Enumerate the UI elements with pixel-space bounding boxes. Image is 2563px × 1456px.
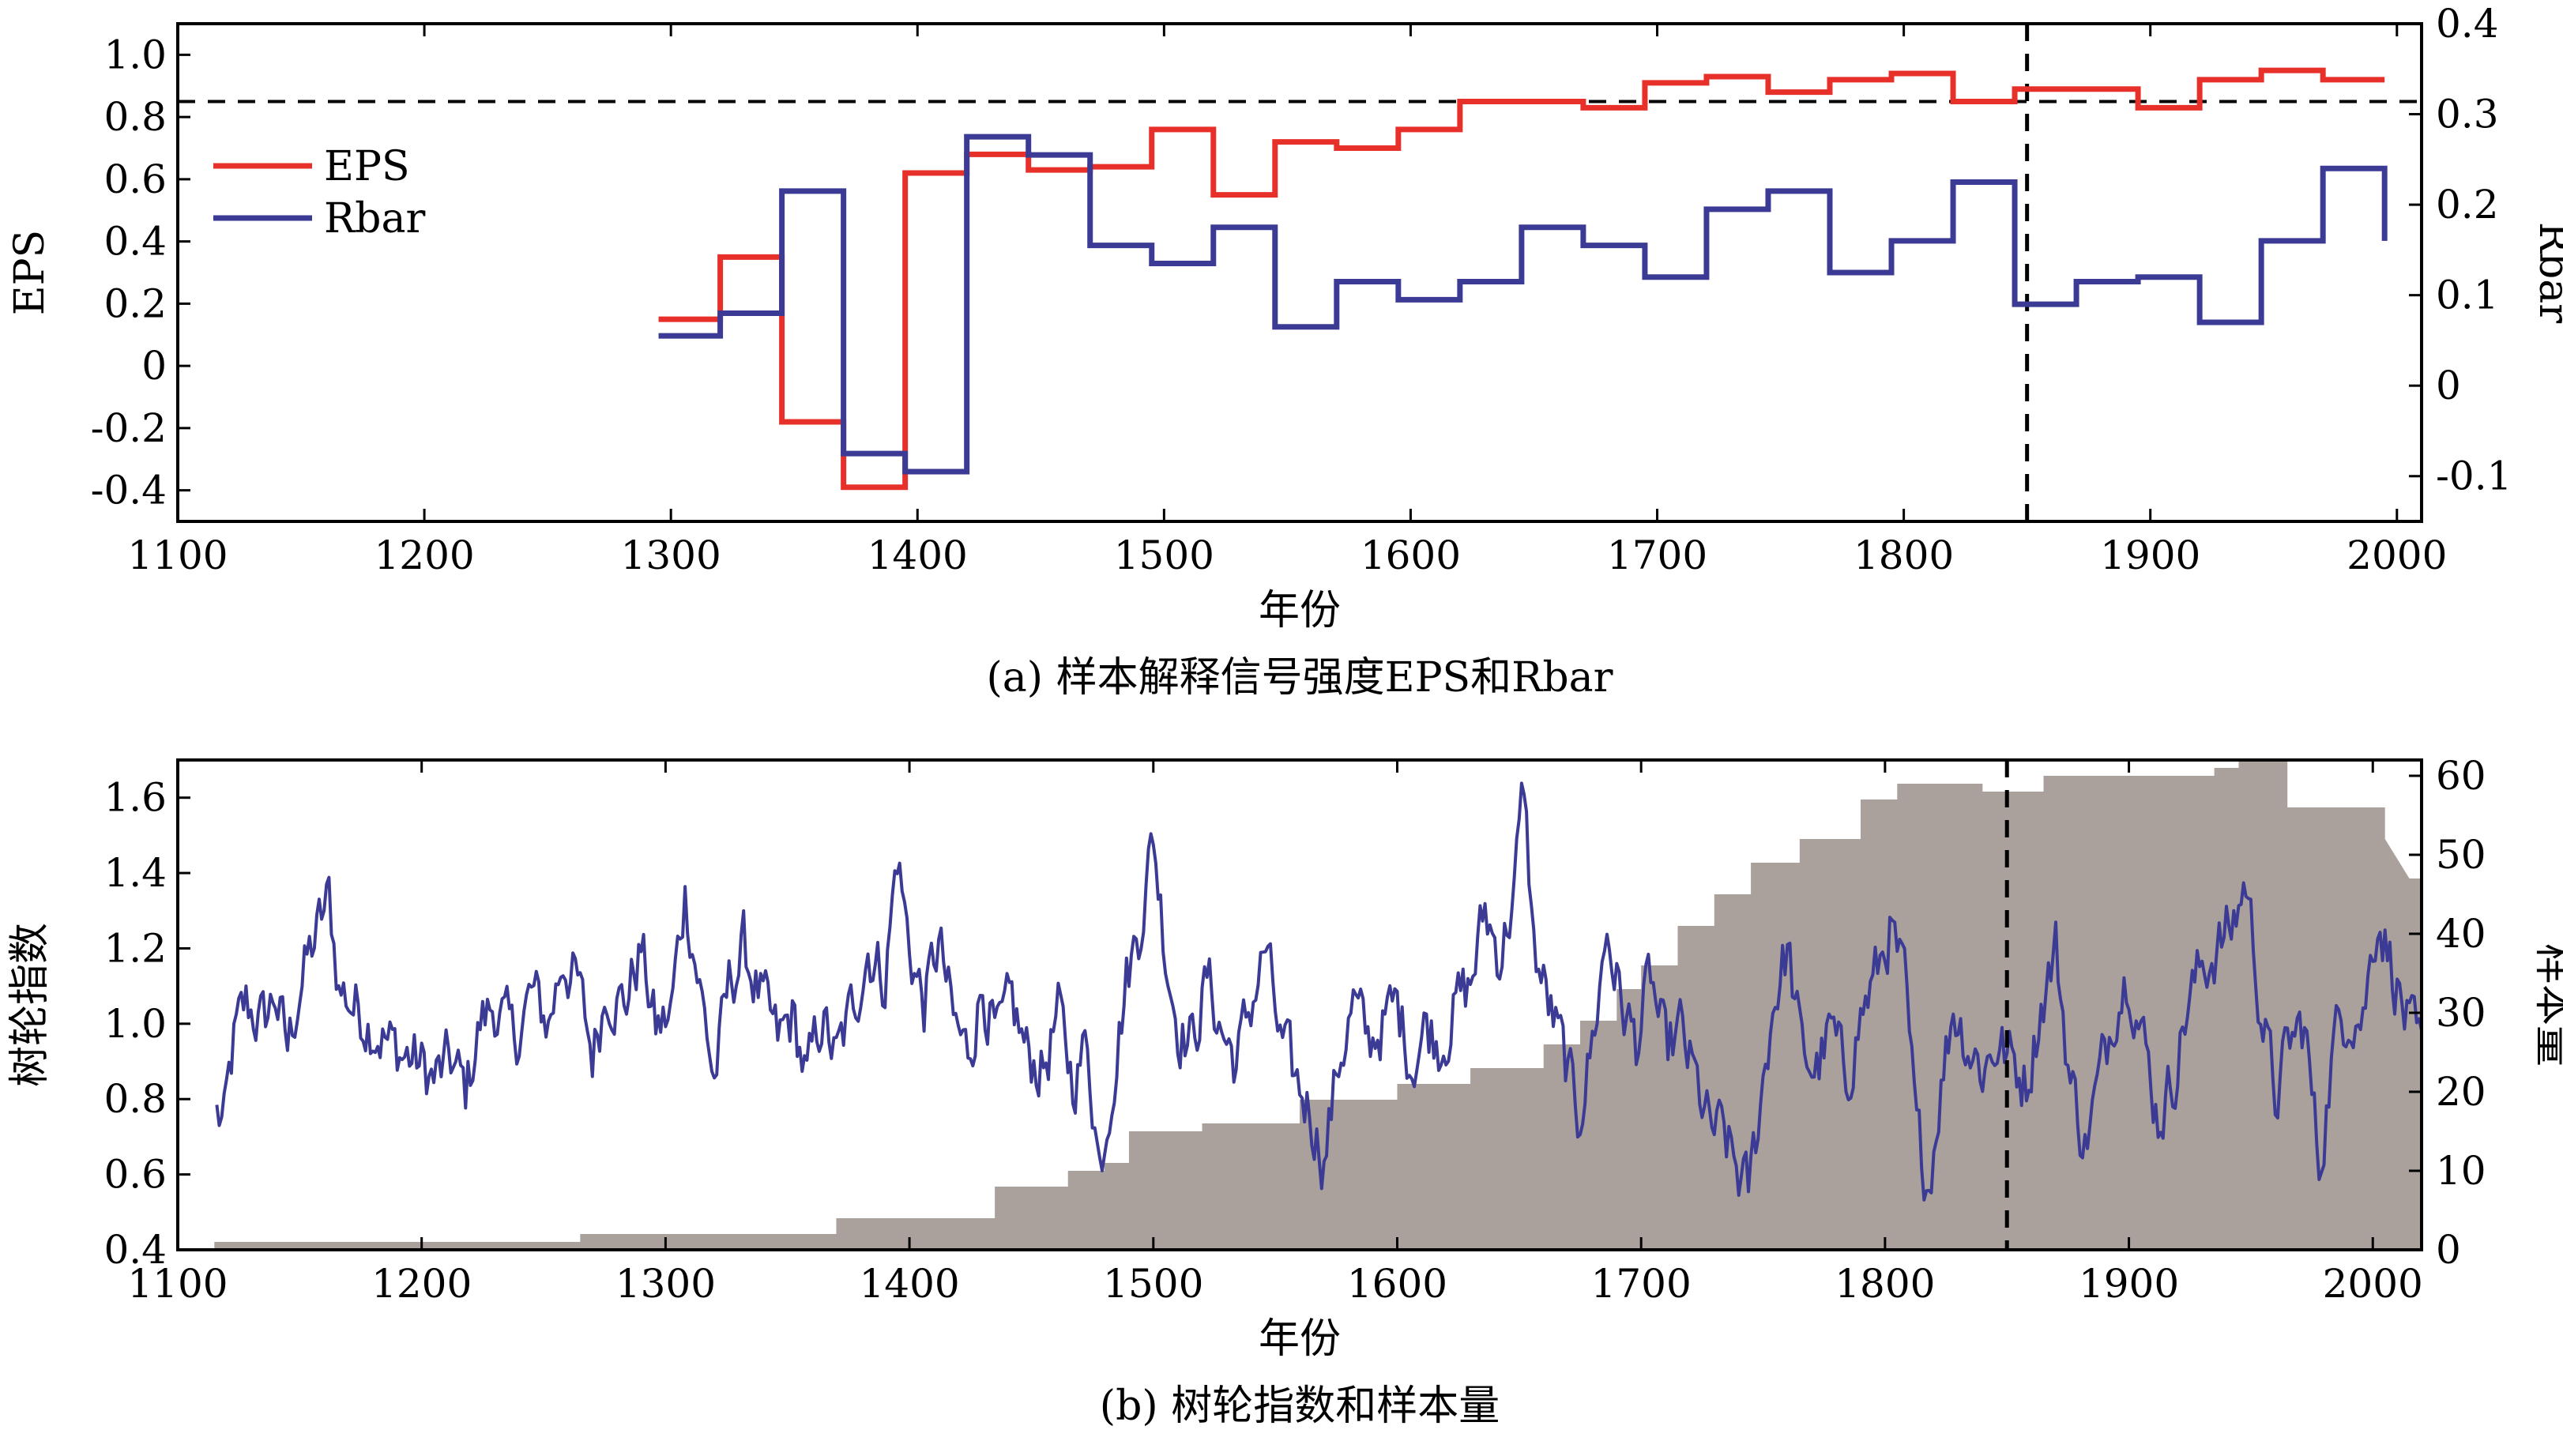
panel-b-y-tick-label: 1.4 (103, 850, 167, 896)
panel-a-y2-axis-label: Rbar (2530, 222, 2563, 323)
panel-b-y2-tick-label: 40 (2436, 911, 2486, 957)
panel-b-caption: (b) 树轮指数和样本量 (1100, 1383, 1500, 1430)
panel-a-x-axis-label: 年份 (1259, 587, 1341, 634)
panel-a-y2-tick-label: 0.3 (2436, 92, 2499, 137)
panel-b-y2-tick-label: 20 (2436, 1069, 2486, 1115)
sample-size-area (214, 760, 2422, 1250)
panel-b-x-tick-label: 2000 (2323, 1261, 2423, 1307)
panel-a-plot-frame (176, 22, 2423, 523)
panel-a-x-tick-label: 1500 (1114, 532, 1214, 578)
panel-b-x-tick-label: 1500 (1103, 1261, 1203, 1307)
panel-a-y2-tick-label: 0.4 (2436, 1, 2499, 47)
legend-box (194, 126, 541, 249)
panel-b-y-tick-label: 0.6 (103, 1152, 167, 1198)
series-line-rbar (658, 134, 2388, 475)
panel-b-y2-tick-label: 10 (2436, 1148, 2486, 1194)
panel-b-x-tick-label: 1400 (859, 1261, 959, 1307)
ring-index-line (215, 781, 2423, 1202)
panel-a-caption: (a) 样本解释信号强度EPS和Rbar (987, 654, 1613, 702)
legend-label-rbar: Rbar (324, 195, 425, 243)
panel-a-y-tick-label: 0.4 (103, 219, 167, 265)
panel-a-x-tick-label: 2000 (2347, 532, 2447, 578)
panel-a-x-tick-label: 1300 (621, 532, 721, 578)
panel-b-y2-tick-label: 0 (2436, 1227, 2461, 1273)
panel-b-y-tick-label: 1.2 (103, 925, 167, 971)
legend-label-eps: EPS (324, 143, 410, 190)
panel-a-y-axis-label: EPS (6, 230, 54, 316)
panel-b-x-tick-label: 1800 (1835, 1261, 1935, 1307)
panel-b-y2-tick-label: 60 (2436, 753, 2486, 799)
panel-b-y-tick-label: 1.6 (103, 775, 167, 821)
panel-a-x-tick-label: 1200 (374, 532, 474, 578)
panel-b-y2-tick-label: 30 (2436, 990, 2486, 1036)
panel-a-x-tick-label: 1400 (868, 532, 968, 578)
panel-a-y2-tick-label: -0.1 (2436, 453, 2512, 499)
panel-a-x-tick-label: 1700 (1607, 532, 1707, 578)
panel-b-y-tick-label: 1.0 (103, 1001, 167, 1047)
panel-b-x-tick-label: 1300 (615, 1261, 716, 1307)
panel-a-y-tick-label: -0.2 (91, 405, 167, 451)
panel-b-y2-tick-label: 50 (2436, 832, 2486, 878)
panel-a-y2-tick-label: 0 (2436, 363, 2461, 408)
panel-b-x-tick-label: 1200 (371, 1261, 472, 1307)
panel-a-y2-tick-label: 0.1 (2436, 273, 2499, 318)
panel-b-x-tick-label: 1100 (127, 1261, 228, 1307)
panel-b-plot-frame (176, 758, 2423, 1251)
panel-a-y-tick-label: 1.0 (103, 32, 167, 77)
panel-b-x-tick-label: 1900 (2079, 1261, 2179, 1307)
panel-a-y-tick-label: 0.8 (103, 94, 167, 140)
panel-a-chart: EPS Rbar 1100 1200 1300 1400 1500 1600 1700 1800 1… (6, 1, 2563, 702)
panel-a-y2-tick-label: 0.2 (2436, 182, 2499, 228)
panel-b-y-tick-label: 0.8 (103, 1076, 167, 1122)
panel-b-chart: 1100 1200 1300 1400 1500 1600 1700 1800 1900 2000… (6, 753, 2563, 1430)
panel-a-x-tick-label: 1900 (2100, 532, 2200, 578)
panel-a-y-tick-label: -0.4 (91, 468, 167, 514)
panel-a-y-tick-label: 0 (141, 343, 167, 389)
panel-b-y2-axis-label: 样本量 (2530, 943, 2563, 1067)
panel-a-y-tick-label: 0.2 (103, 280, 167, 326)
series-line-eps (658, 67, 2385, 491)
panel-a-x-tick-label: 1100 (127, 532, 228, 578)
panel-b-x-tick-label: 1600 (1347, 1261, 1447, 1307)
panel-b-y-tick-label: 0.4 (103, 1227, 167, 1273)
panel-b-y-axis-label: 树轮指数 (6, 923, 54, 1087)
panel-b-x-axis-label: 年份 (1259, 1315, 1341, 1363)
panel-a-x-tick-label: 1800 (1854, 532, 1954, 578)
panel-a-y-tick-label: 0.6 (103, 156, 167, 202)
panel-b-x-tick-label: 1700 (1591, 1261, 1692, 1307)
panel-a-x-tick-label: 1600 (1361, 532, 1461, 578)
